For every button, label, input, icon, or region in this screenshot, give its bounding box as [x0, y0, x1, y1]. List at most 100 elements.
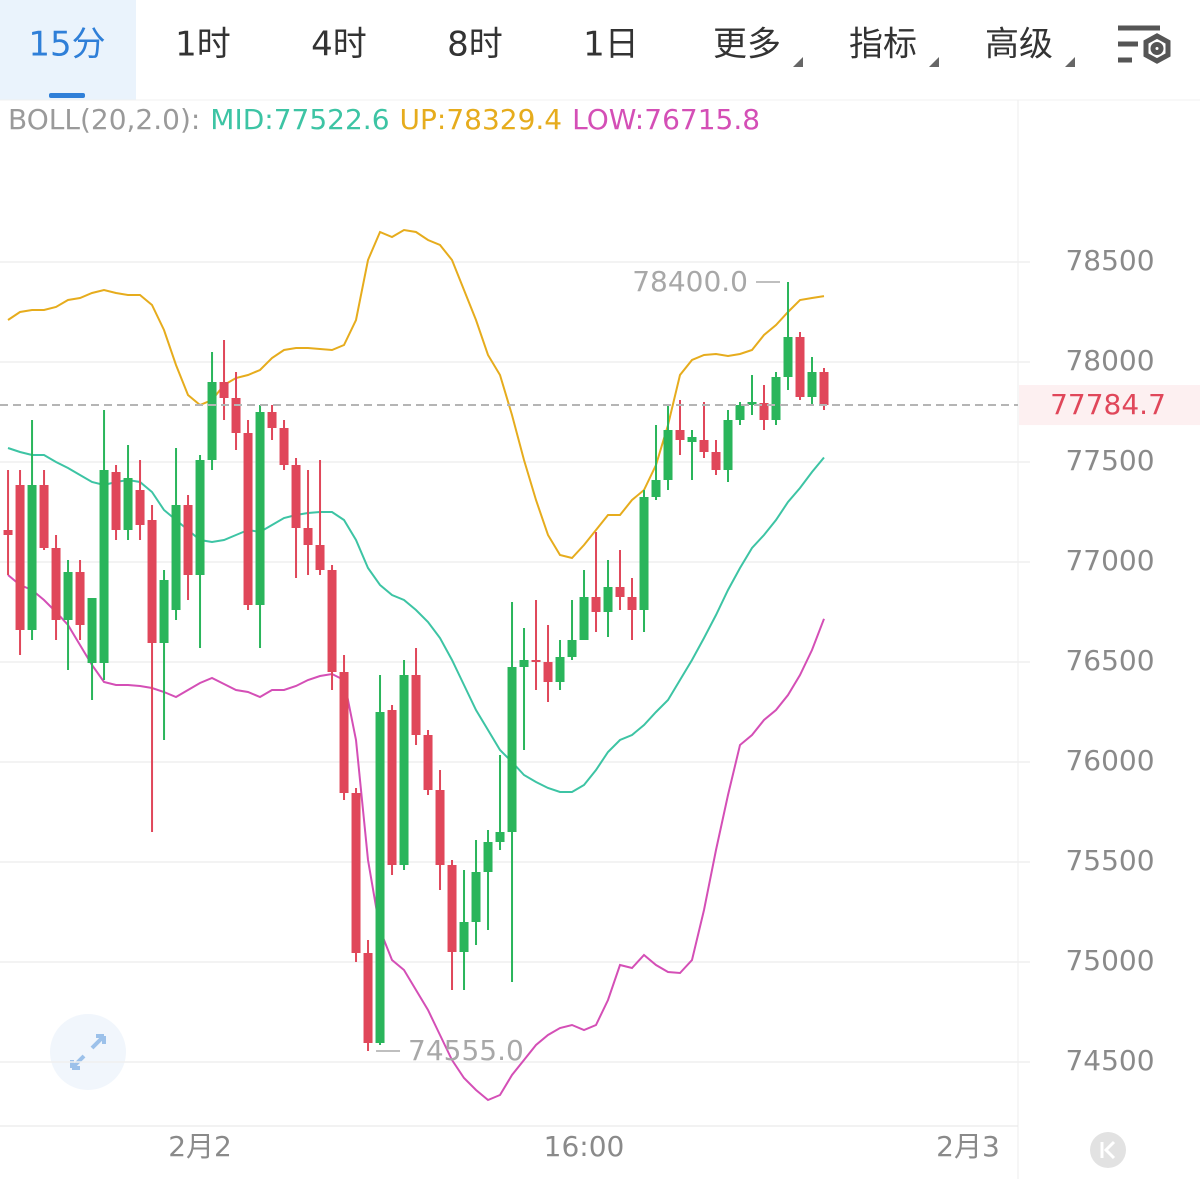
dropdown-caret: [929, 57, 939, 67]
candle-body: [555, 657, 565, 682]
candle-body: [159, 580, 169, 643]
candle-body: [663, 430, 673, 480]
menu-tab[interactable]: 指标: [849, 25, 917, 65]
candle-body: [771, 377, 781, 420]
menu-tab[interactable]: 高级: [985, 25, 1053, 65]
candle-body: [195, 460, 205, 575]
y-tick-label: 75500: [1065, 844, 1154, 877]
bollinger-line: [7, 228, 825, 560]
candle-body: [519, 660, 529, 667]
last-price-box: [1019, 385, 1200, 426]
x-tick-label: 2月2: [168, 1130, 232, 1163]
candle-body: [339, 672, 349, 793]
candle-body: [303, 528, 313, 545]
candle-body: [99, 470, 109, 663]
candle-body: [75, 572, 85, 625]
legend-name: LOW:: [572, 103, 644, 136]
candle-body: [27, 485, 37, 630]
candle-body: [87, 598, 97, 663]
candle-body: [183, 505, 193, 575]
candle-body: [231, 398, 241, 433]
candle-body: [255, 412, 265, 605]
bollinger-line: [7, 574, 825, 1102]
candle-body: [483, 842, 493, 872]
indicator-label: BOLL(20,2.0):: [8, 103, 200, 136]
y-tick-label: 75000: [1065, 944, 1154, 977]
candle-body: [447, 865, 457, 952]
candle-body: [267, 412, 277, 428]
candle-body: [807, 372, 817, 397]
candle-body: [735, 405, 745, 420]
candle-body: [687, 437, 697, 442]
candle-body: [795, 337, 805, 397]
candle-body: [423, 735, 433, 790]
candle-body: [315, 545, 325, 570]
candle-body: [351, 793, 361, 953]
candle-body: [507, 667, 517, 832]
candle-body: [747, 402, 757, 405]
candle-body: [495, 832, 505, 842]
candle-body: [363, 953, 373, 1043]
candle-body: [171, 505, 181, 610]
candle-body: [279, 428, 289, 465]
candle-body: [783, 337, 793, 377]
tab[interactable]: 4时: [311, 25, 367, 65]
candle-body: [219, 382, 229, 398]
candle-body: [435, 790, 445, 865]
candle-body: [639, 497, 649, 610]
candle-body: [15, 485, 25, 630]
tab[interactable]: 1时: [175, 25, 231, 65]
candle-body: [675, 430, 685, 440]
y-tick-label: 76500: [1065, 644, 1154, 677]
legend-value: 76715.8: [644, 103, 760, 136]
menu-tab[interactable]: 更多: [713, 25, 781, 65]
candle-body: [711, 452, 721, 470]
candle-body: [3, 530, 13, 535]
scroll-latest-button[interactable]: [1090, 1132, 1126, 1168]
y-tick-label: 77500: [1065, 444, 1154, 477]
legend-value: 78329.4: [446, 103, 562, 136]
candle-body: [291, 465, 301, 528]
x-tick-label: 2月3: [936, 1130, 1000, 1163]
tab[interactable]: 8时: [447, 25, 503, 65]
y-tick-label: 78000: [1065, 344, 1154, 377]
annotation-label: 78400.0: [632, 265, 748, 298]
candle-body: [51, 548, 61, 620]
candle-body: [327, 570, 337, 672]
legend-value: 77522.6: [274, 103, 390, 136]
candle-body: [207, 382, 217, 460]
expand-button[interactable]: [50, 1014, 126, 1090]
last-price-label: 77784.7: [1050, 388, 1166, 421]
candle-body: [411, 675, 421, 735]
candle-body: [147, 520, 157, 643]
candle-body: [459, 922, 469, 952]
candle-body: [39, 485, 49, 548]
candle-body: [567, 640, 577, 657]
candle-body: [135, 490, 145, 525]
candle-body: [579, 597, 589, 640]
bollinger-line: [7, 447, 825, 793]
tab[interactable]: 1日: [583, 25, 639, 65]
indicator-legend: BOLL(20,2.0): MID:77522.6 UP:78329.4 LOW:76…: [8, 103, 760, 136]
active-tab-bg: [0, 0, 136, 100]
candle-body: [699, 440, 709, 452]
candle-body: [399, 675, 409, 865]
candle-body: [471, 872, 481, 922]
dropdown-caret: [1065, 57, 1075, 67]
candle-body: [603, 587, 613, 612]
tab[interactable]: 15分: [28, 25, 105, 65]
candle-body: [723, 420, 733, 470]
y-tick-label: 76000: [1065, 744, 1154, 777]
candle-body: [627, 597, 637, 610]
candle-body: [63, 572, 73, 620]
candle-body: [759, 403, 769, 420]
active-tab-underline: [49, 93, 85, 98]
candle-body: [651, 480, 661, 497]
settings-icon[interactable]: [1118, 25, 1171, 64]
dropdown-caret: [793, 57, 803, 67]
candle-body: [387, 710, 397, 865]
candle-body: [123, 478, 133, 530]
candle-body: [111, 472, 121, 530]
